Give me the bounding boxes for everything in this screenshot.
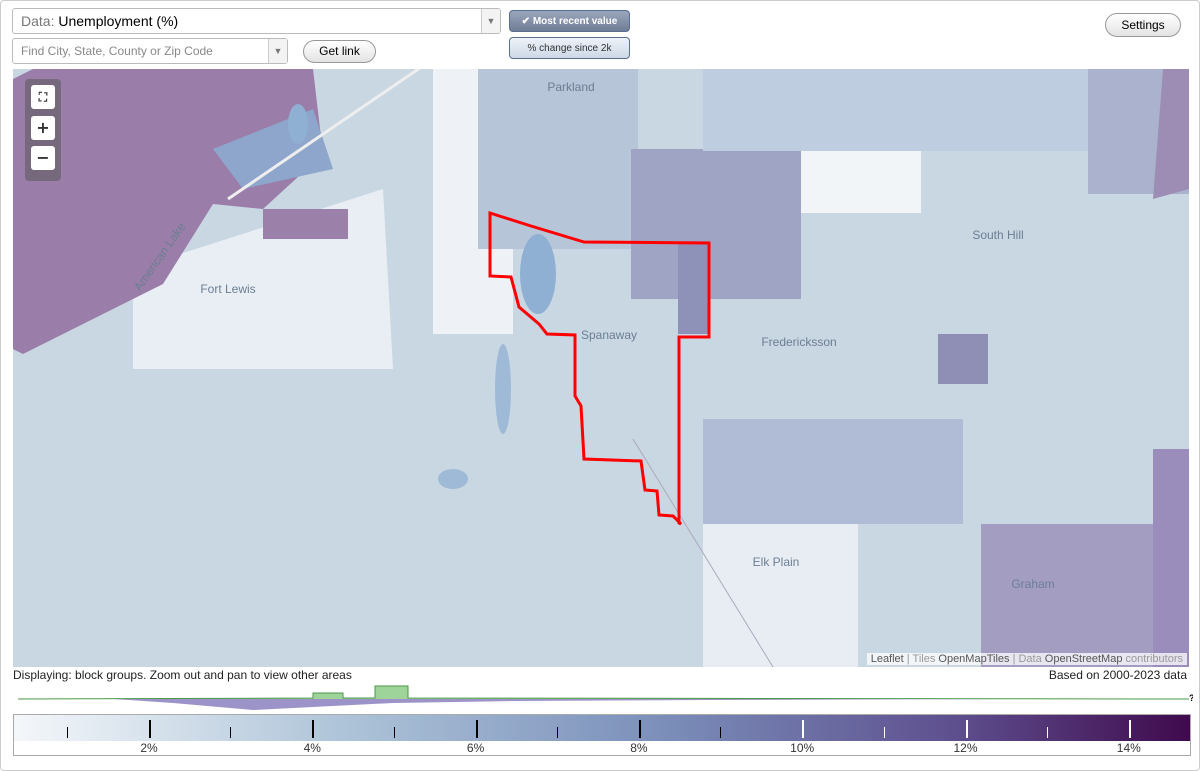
legend-minor-tick (720, 727, 722, 738)
legend-tick (638, 720, 641, 738)
toggle-change[interactable]: % change since 2k (509, 37, 630, 59)
legend-tick (1128, 720, 1131, 738)
attribution-text: | Data (1012, 653, 1042, 665)
place-label: South Hill (972, 228, 1023, 242)
search-placeholder: Find City, State, County or Zip Code (21, 44, 213, 58)
lake (520, 234, 556, 314)
region (703, 69, 1103, 151)
legend-tick (802, 720, 805, 738)
get-link-button[interactable]: Get link (303, 40, 376, 63)
road (632, 438, 774, 667)
region (703, 524, 858, 667)
status-text: Displaying: block groups. Zoom out and p… (13, 668, 352, 682)
region (703, 419, 963, 524)
legend-tick (475, 720, 478, 738)
search-box[interactable]: Find City, State, County or Zip Code ▼ (12, 38, 288, 64)
legend-tick-label: 4% (303, 741, 321, 755)
toggle-most-recent[interactable]: ✔ Most recent value (509, 10, 630, 32)
legend-tick (312, 720, 315, 738)
zoom-out-button[interactable]: − (31, 146, 55, 170)
dropdown-arrow: ▼ (268, 39, 287, 63)
legend-tick-label: 6% (466, 741, 485, 755)
region (631, 149, 801, 299)
data-value: Unemployment (%) (58, 13, 179, 29)
attribution-link[interactable]: OpenStreetMap (1044, 653, 1123, 665)
road (227, 69, 422, 201)
lake (288, 104, 308, 144)
legend-tick-label: 14% (1116, 741, 1141, 755)
region (1153, 449, 1189, 667)
legend-tick-label: 2% (140, 741, 158, 755)
lake (495, 344, 511, 434)
histogram-down (113, 699, 1013, 710)
legend-minor-tick (67, 727, 68, 738)
data-range-text: Based on 2000-2023 data (1048, 668, 1187, 682)
data-select[interactable]: Data: Unemployment (%) ▼ (12, 8, 501, 34)
legend-minor-tick (1046, 727, 1048, 738)
histogram: ? (17, 685, 1193, 710)
place-label: Spanaway (581, 328, 637, 342)
selected-boundary[interactable] (488, 210, 711, 526)
region (1153, 69, 1189, 199)
region (801, 151, 921, 213)
legend-tick-label: 12% (953, 741, 978, 755)
attribution-text: contributors (1125, 653, 1183, 665)
attribution-link[interactable]: OpenMapTiles (938, 653, 1010, 665)
zoom-in-button[interactable]: + (31, 116, 55, 140)
legend-minor-tick (393, 727, 395, 738)
histogram-up (17, 685, 1190, 700)
legend-tick-label: 8% (630, 741, 648, 755)
data-label: Data: (21, 13, 55, 29)
legend-tick-label: 10% (790, 741, 815, 755)
place-label: Fredericksson (761, 335, 836, 349)
legend-minor-tick (883, 727, 885, 738)
place-label: Fort Lewis (200, 282, 255, 296)
dropdown-arrow: ▼ (481, 9, 500, 33)
attribution-text: | Tiles (906, 653, 936, 665)
legend-tick (149, 720, 151, 738)
place-label: Graham (1011, 577, 1054, 591)
map[interactable]: Parkland Fort Lewis American Lake Spanaw… (13, 69, 1189, 667)
legend-tick (965, 720, 968, 738)
map-controls: ⛶ + − (25, 79, 61, 181)
attribution: Leaflet | Tiles OpenMapTiles | Data Open… (866, 653, 1187, 665)
region (938, 334, 988, 384)
lake (438, 469, 468, 489)
attribution-link[interactable]: Leaflet (870, 653, 904, 665)
legend-gradient (14, 715, 1190, 741)
legend-minor-tick (556, 727, 558, 738)
region (478, 69, 638, 249)
settings-button[interactable]: Settings (1105, 13, 1181, 37)
fullscreen-button[interactable]: ⛶ (31, 85, 55, 109)
histogram-help[interactable]: ? (1189, 693, 1193, 703)
toggle-label: Most recent value (532, 16, 618, 27)
place-label: Parkland (547, 80, 594, 94)
region (678, 244, 708, 334)
legend-minor-tick (230, 727, 232, 738)
region (263, 209, 348, 239)
legend: 2% 4% 6% 8% 10% 12% 14% (13, 714, 1191, 756)
place-label: Elk Plain (753, 555, 800, 569)
